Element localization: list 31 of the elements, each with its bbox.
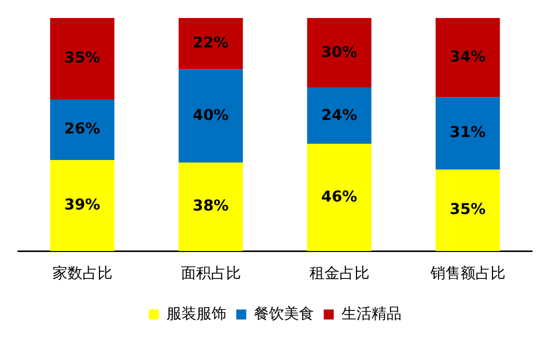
legend-label: 服装服饰: [166, 304, 226, 322]
data-label: 34%: [450, 48, 486, 66]
data-label: 30%: [321, 42, 358, 61]
bar: [307, 18, 372, 88]
data-label: 38%: [192, 196, 229, 215]
bar: [436, 18, 500, 98]
legend-label: 生活精品: [341, 304, 402, 322]
bar: [50, 160, 114, 251]
bar: [436, 169, 500, 251]
bar: [436, 97, 500, 170]
x-tick-label: 租金占比: [309, 264, 370, 282]
bar: [178, 18, 243, 70]
data-label: 46%: [321, 187, 358, 206]
data-label: 24%: [321, 106, 358, 124]
bar: [307, 144, 372, 251]
data-label: 26%: [64, 120, 100, 138]
data-label: 40%: [192, 106, 229, 124]
bar: [178, 69, 243, 162]
bar: [50, 18, 114, 100]
data-label: 31%: [450, 123, 486, 142]
data-label: 22%: [192, 34, 229, 52]
x-tick-label: 销售额占比: [429, 264, 506, 282]
x-tick-label: 面积占比: [180, 264, 241, 282]
legend-label: 餐饮美食: [254, 304, 314, 322]
data-label: 39%: [64, 195, 100, 214]
bar: [50, 100, 114, 160]
bar: [178, 162, 243, 251]
bar: [307, 88, 372, 144]
x-tick-label: 家数占比: [52, 264, 112, 282]
data-label: 35%: [64, 48, 100, 67]
data-label: 35%: [450, 200, 486, 218]
